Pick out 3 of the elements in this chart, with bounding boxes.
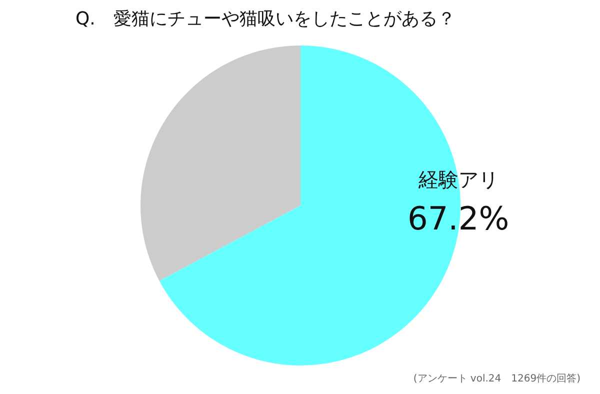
slice-label: 経験アリ [417, 168, 498, 192]
chart-title: Q. 愛猫にチューや猫吸いをしたことがある？ [76, 8, 456, 30]
text: (アンケート vol.24 1269件の回答) [413, 372, 581, 384]
